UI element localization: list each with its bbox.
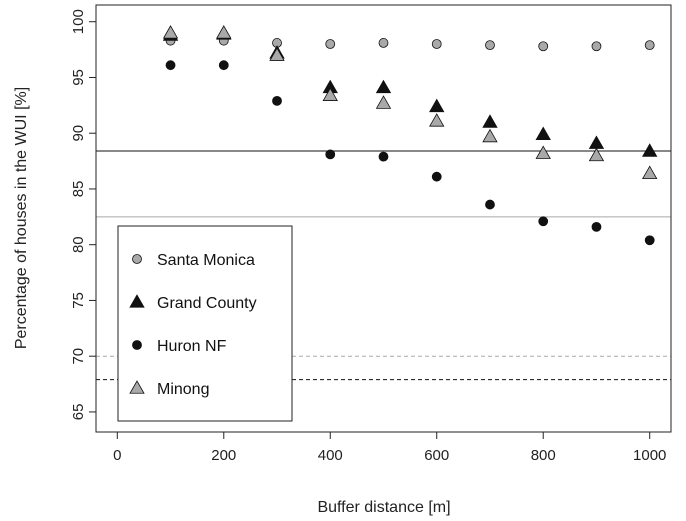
point-huron-nf-circle <box>165 60 176 71</box>
point-minong-triangle <box>588 147 605 162</box>
legend-box <box>117 225 293 422</box>
point-minong-triangle <box>642 165 658 179</box>
y-tick-label: 80 <box>70 236 87 253</box>
legend-marker-santa-monica <box>132 254 142 264</box>
point-santa-monica-circle <box>431 39 442 49</box>
legend-item-huron-nf: Huron NF <box>132 338 227 355</box>
point-huron-nf-circle <box>485 199 495 210</box>
point-grand-county-triangle <box>375 79 392 94</box>
point-santa-monica-circle <box>378 38 389 48</box>
point-huron-nf-circle <box>644 235 655 246</box>
point-grand-county-triangle <box>588 135 605 149</box>
plot-frame <box>95 4 672 433</box>
legend-marker-grand-county <box>129 294 145 308</box>
y-tick-label: 85 <box>70 181 87 198</box>
x-axis-title: Buffer distance [m] <box>317 499 450 516</box>
point-minong-triangle <box>162 25 179 39</box>
legend-marker-huron-nf <box>132 340 142 350</box>
point-santa-monica-circle <box>591 41 602 52</box>
point-santa-monica-circle <box>325 39 336 49</box>
point-minong-triangle <box>482 128 498 143</box>
legend-item-minong: Minong <box>129 380 209 398</box>
point-huron-nf-circle <box>272 95 282 106</box>
y-tick-label: 70 <box>70 348 87 365</box>
x-tick-label: 400 <box>318 447 343 464</box>
point-santa-monica-circle <box>485 40 495 51</box>
point-minong-triangle <box>375 95 392 109</box>
x-tick-label: 200 <box>211 447 236 464</box>
series-huron-nf <box>165 60 655 246</box>
y-tick-label: 100 <box>70 9 87 34</box>
y-axis: 65 70 75 80 85 90 95 100 <box>70 9 96 420</box>
point-minong-triangle <box>216 25 232 39</box>
legend-item-santa-monica: Santa Monica <box>132 252 255 269</box>
series-minong <box>162 25 658 179</box>
point-grand-county-triangle <box>535 126 551 140</box>
point-grand-county-triangle <box>482 114 498 128</box>
legend-label: Huron NF <box>157 338 227 355</box>
y-axis-title: Percentage of houses in the WUI [%] <box>13 87 30 349</box>
x-tick-label: 600 <box>424 447 449 464</box>
series-santa-monica <box>165 35 655 52</box>
point-minong-triangle <box>322 87 338 101</box>
point-huron-nf-circle <box>218 60 229 71</box>
legend: Santa Monica Grand County Huron NF Minong <box>117 225 293 422</box>
point-huron-nf-circle <box>431 171 442 182</box>
point-grand-county-triangle <box>429 98 445 113</box>
legend-label: Minong <box>157 381 209 398</box>
y-tick-label: 90 <box>70 125 87 142</box>
point-minong-triangle <box>429 113 445 127</box>
legend-label: Grand County <box>157 295 257 312</box>
x-tick-label: 1000 <box>633 447 666 464</box>
data-points <box>162 25 658 246</box>
point-minong-triangle <box>269 47 285 61</box>
point-santa-monica-circle <box>538 41 549 52</box>
y-tick-label: 75 <box>70 292 87 309</box>
x-axis: 0 200 400 600 800 1000 <box>113 432 666 464</box>
x-tick-label: 800 <box>531 447 556 464</box>
point-huron-nf-circle <box>591 221 602 232</box>
point-huron-nf-circle <box>378 151 389 162</box>
y-tick-label: 95 <box>70 69 87 86</box>
legend-marker-minong <box>129 380 145 394</box>
legend-label: Santa Monica <box>157 252 255 269</box>
series-grand-county <box>162 26 658 157</box>
y-tick-label: 65 <box>70 404 87 421</box>
legend-item-grand-county: Grand County <box>129 294 257 312</box>
x-tick-label: 0 <box>113 447 121 464</box>
point-grand-county-triangle <box>642 143 658 157</box>
point-santa-monica-circle <box>644 40 655 51</box>
point-huron-nf-circle <box>538 216 549 227</box>
point-minong-triangle <box>535 145 551 159</box>
reference-lines <box>96 150 671 381</box>
point-huron-nf-circle <box>325 149 336 160</box>
